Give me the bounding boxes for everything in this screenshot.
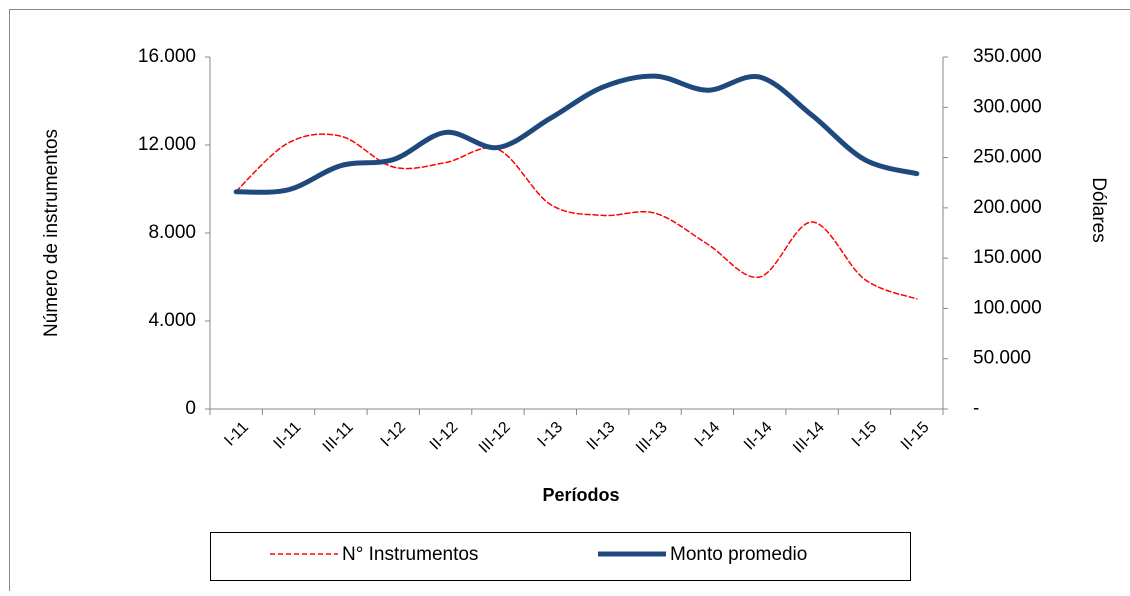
x-tick-label: II-13 bbox=[584, 419, 619, 454]
x-tick-label: II-11 bbox=[271, 419, 305, 453]
x-tick-label: II-15 bbox=[898, 419, 933, 454]
x-axis-title: Períodos bbox=[542, 485, 619, 505]
y-axis-title: Número de instrumentos bbox=[41, 129, 62, 337]
x-tick-label: II-12 bbox=[427, 419, 462, 454]
x-tick-label: III-14 bbox=[790, 419, 828, 457]
x-tick-label: I-13 bbox=[535, 419, 567, 451]
y2-tick-label: 300.000 bbox=[973, 96, 1042, 117]
y2-tick-label: 50.000 bbox=[973, 348, 1031, 369]
y2-tick-label: 200.000 bbox=[973, 197, 1042, 218]
series-line bbox=[236, 134, 917, 299]
y2-axis-title: Dólares bbox=[1088, 177, 1109, 242]
x-tick-label: I-14 bbox=[692, 419, 724, 451]
y-tick-label: 8.000 bbox=[148, 222, 196, 243]
y2-tick-label: 150.000 bbox=[973, 247, 1042, 268]
y2-tick-label: 250.000 bbox=[973, 147, 1042, 168]
x-tick-label: I-12 bbox=[378, 419, 410, 451]
x-tick-label: III-11 bbox=[320, 419, 357, 456]
y2-tick-label: 350.000 bbox=[973, 46, 1042, 67]
legend-label: N° Instrumentos bbox=[342, 544, 478, 565]
x-tick-label: I-11 bbox=[221, 419, 252, 450]
x-tick-label: II-14 bbox=[741, 419, 776, 454]
series-line bbox=[236, 76, 917, 192]
x-tick-label: I-15 bbox=[849, 419, 881, 451]
y-tick-label: 4.000 bbox=[148, 310, 196, 331]
x-tick-label: III-13 bbox=[633, 419, 671, 457]
y-tick-label: 0 bbox=[185, 398, 196, 419]
y2-tick-label: 100.000 bbox=[973, 297, 1042, 318]
legend-label: Monto promedio bbox=[670, 544, 807, 565]
x-tick-label: III-12 bbox=[476, 419, 514, 457]
y2-tick-label: - bbox=[973, 398, 979, 419]
y-tick-label: 12.000 bbox=[138, 134, 196, 155]
y-tick-label: 16.000 bbox=[138, 46, 196, 67]
